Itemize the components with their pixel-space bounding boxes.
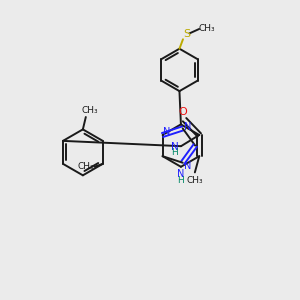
Text: N: N bbox=[171, 142, 178, 152]
Text: S: S bbox=[183, 29, 190, 39]
Text: O: O bbox=[178, 107, 187, 117]
Text: N: N bbox=[177, 169, 184, 179]
Text: CH₃: CH₃ bbox=[81, 106, 98, 115]
Text: N: N bbox=[163, 127, 171, 137]
Text: H: H bbox=[177, 176, 184, 185]
Text: CH₃: CH₃ bbox=[198, 24, 215, 33]
Text: N: N bbox=[184, 122, 192, 132]
Text: CH₃: CH₃ bbox=[78, 162, 94, 171]
Text: N: N bbox=[184, 161, 192, 171]
Text: CH₃: CH₃ bbox=[187, 176, 203, 185]
Text: H: H bbox=[171, 148, 178, 157]
